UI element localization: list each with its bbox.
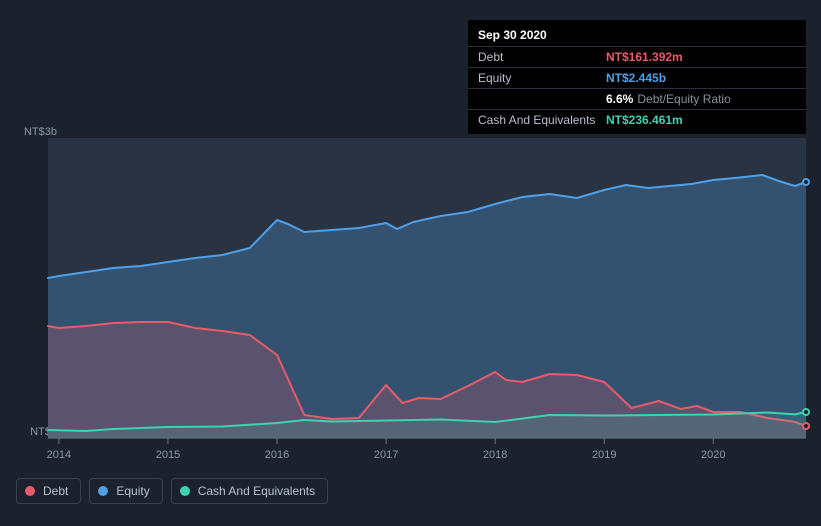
- x-axis: 2014 2015 2016 2017 2018 2019 2020: [16, 449, 806, 467]
- legend-item[interactable]: Cash And Equivalents: [171, 478, 328, 504]
- x-axis-label: 2018: [483, 449, 507, 461]
- balance-chart[interactable]: [16, 118, 806, 458]
- tooltip-row-label: Equity: [478, 71, 606, 85]
- tooltip-date: Sep 30 2020: [468, 24, 806, 47]
- tooltip-row-label: Cash And Equivalents: [478, 113, 606, 127]
- legend-item[interactable]: Equity: [89, 478, 162, 504]
- legend-swatch: [25, 486, 35, 496]
- tooltip-row-value: NT$2.445b: [606, 71, 796, 85]
- legend-swatch: [180, 486, 190, 496]
- tooltip-row: DebtNT$161.392m: [468, 47, 806, 68]
- tooltip-row-label: Debt: [478, 50, 606, 64]
- legend-label: Cash And Equivalents: [198, 484, 315, 498]
- tooltip-panel: Sep 30 2020 DebtNT$161.392mEquityNT$2.44…: [468, 20, 806, 134]
- legend: Debt Equity Cash And Equivalents: [16, 478, 328, 504]
- legend-label: Equity: [116, 484, 149, 498]
- x-axis-label: 2016: [265, 449, 289, 461]
- x-axis-label: 2014: [47, 449, 71, 461]
- x-axis-label: 2017: [374, 449, 398, 461]
- legend-swatch: [98, 486, 108, 496]
- legend-item[interactable]: Debt: [16, 478, 81, 504]
- tooltip-row: 6.6%Debt/Equity Ratio: [468, 89, 806, 110]
- tooltip-row-value: NT$161.392m: [606, 50, 796, 64]
- series-end-marker: [802, 178, 810, 186]
- tooltip-row: EquityNT$2.445b: [468, 68, 806, 89]
- tooltip-row-label: [478, 92, 606, 106]
- chart-svg: [16, 118, 806, 444]
- x-axis-label: 2020: [701, 449, 725, 461]
- legend-label: Debt: [43, 484, 68, 498]
- tooltip-row-sub: Debt/Equity Ratio: [637, 92, 730, 106]
- tooltip-row-value: 6.6%Debt/Equity Ratio: [606, 92, 796, 106]
- tooltip-row-value: NT$236.461m: [606, 113, 796, 127]
- series-end-marker: [802, 422, 810, 430]
- tooltip-row: Cash And EquivalentsNT$236.461m: [468, 110, 806, 130]
- x-axis-label: 2019: [592, 449, 616, 461]
- x-axis-label: 2015: [156, 449, 180, 461]
- series-end-marker: [802, 408, 810, 416]
